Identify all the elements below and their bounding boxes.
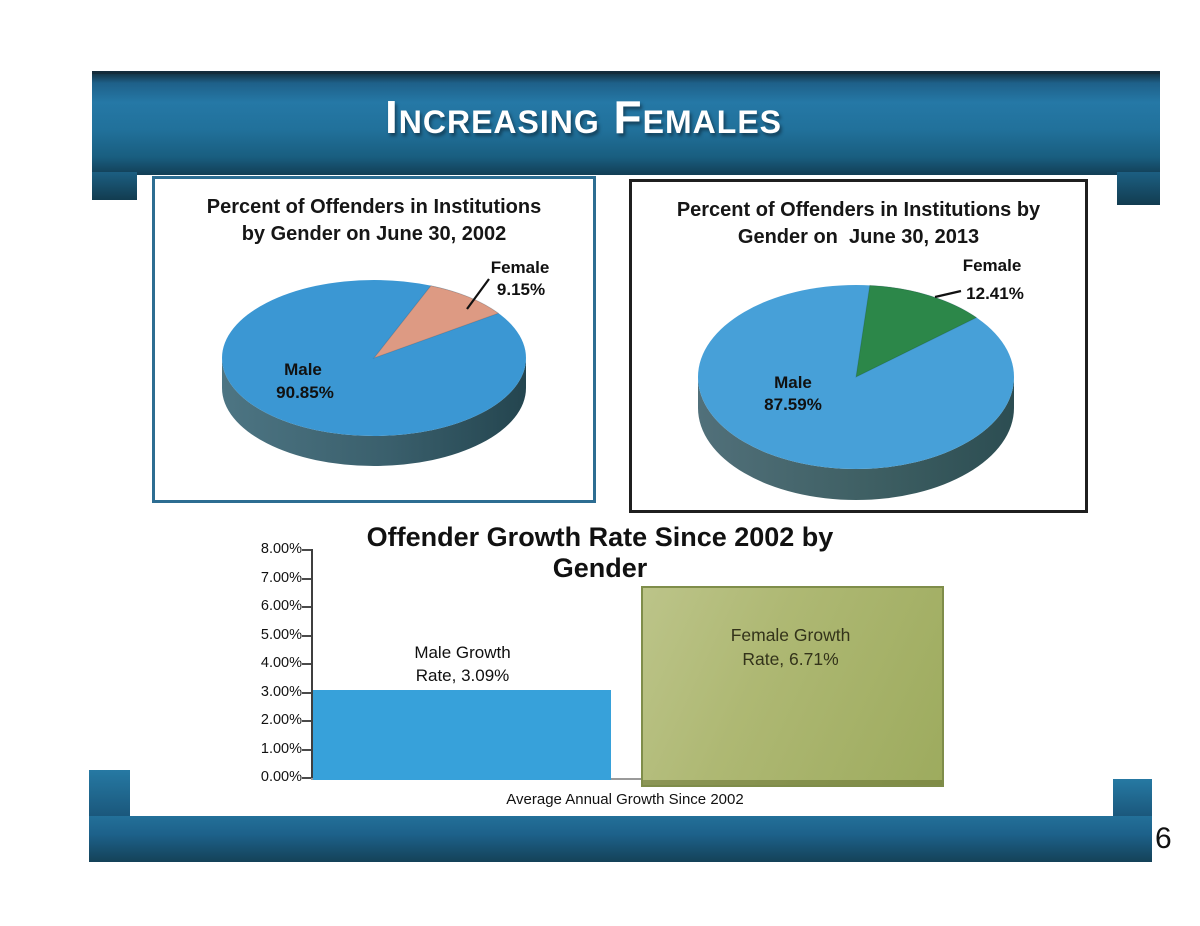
- pie-female-slice: [855, 284, 978, 378]
- y-axis-tick-label: 0.00%: [260, 769, 302, 785]
- pie-panel-2002: Percent of Offenders in Institutions by …: [152, 176, 596, 503]
- bar-label-female: Female Growth Rate, 6.71%: [698, 624, 883, 671]
- y-axis-tick-mark: [302, 606, 311, 608]
- male-slice-label-2013: Male: [774, 373, 812, 392]
- pie-title-2013-line1: Percent of Offenders in Institutions by: [676, 199, 1041, 221]
- title-banner: [92, 71, 1160, 175]
- page-number: 6: [1155, 822, 1172, 855]
- female-leader-line-2002: [466, 278, 490, 310]
- pie-female-slice: [372, 285, 500, 360]
- pie-canvas-2002: [222, 280, 526, 466]
- pie-chart-2013: Male 87.59% Female 12.41%: [698, 256, 1024, 500]
- y-axis-tick-label: 3.00%: [260, 683, 302, 700]
- pie-title-2013-line2: Gender on June 30, 2013: [737, 226, 980, 248]
- y-axis-tick-mark: [302, 663, 311, 665]
- female-slice-value-2013: 12.41%: [966, 284, 1024, 303]
- banner-right-tab: [1117, 172, 1160, 205]
- bar-label-female-line2: Rate, 6.71%: [742, 648, 839, 669]
- male-slice-value-2013: 87.59%: [764, 395, 822, 414]
- y-axis-tick-label: 5.00%: [260, 626, 302, 643]
- female-slice-label-2013: Female: [963, 256, 1022, 275]
- pie-title-2013: Percent of Offenders in Institutions by …: [632, 197, 1085, 251]
- x-axis-label: Average Annual Growth Since 2002: [506, 791, 744, 808]
- pie-title-2002: Percent of Offenders in Institutions by …: [155, 194, 593, 248]
- footer-bar: [89, 816, 1152, 862]
- y-axis-tick-mark: [302, 748, 311, 751]
- male-slice-label-2002: Male: [284, 360, 322, 379]
- pie-title-2002-line1: Percent of Offenders in Institutions: [206, 196, 542, 218]
- y-axis-tick-label: 4.00%: [260, 655, 302, 671]
- bar-male-growth: [313, 690, 611, 780]
- pie-chart-2002: Male 90.85% Female 9.15%: [222, 258, 550, 466]
- pie-canvas-2013: [698, 284, 1014, 500]
- y-axis-tick-label: 8.00%: [260, 541, 302, 557]
- footer-right-tab: [1113, 779, 1152, 818]
- y-axis: [311, 549, 313, 780]
- y-axis-tick-mark: [302, 549, 311, 551]
- y-axis-tick-label: 6.00%: [260, 598, 302, 614]
- bar-label-male-line1: Male Growth: [414, 643, 511, 662]
- slide-title: Increasing Females: [384, 91, 783, 143]
- female-slice-label-2002: Female: [491, 258, 550, 277]
- pie-side-3d: [222, 358, 526, 466]
- bar-label-male: Male Growth Rate, 3.09%: [385, 642, 540, 688]
- banner-left-tab: [92, 172, 137, 200]
- bar-female-growth: [641, 586, 944, 787]
- pie-panel-2013: Percent of Offenders in Institutions by …: [629, 179, 1088, 513]
- footer-left-tab: [89, 770, 130, 818]
- bar-label-female-line1: Female Growth: [730, 625, 851, 645]
- y-axis-tick-label: 1.00%: [260, 740, 302, 757]
- bar-chart-title: Offender Growth Rate Since 2002 by Gende…: [366, 522, 834, 583]
- y-axis-tick-mark: [302, 691, 311, 694]
- y-axis-tick-mark: [302, 577, 311, 580]
- y-axis-tick-mark: [302, 720, 311, 722]
- y-axis-tick-mark: [302, 634, 311, 637]
- y-axis-tick-mark: [302, 777, 311, 779]
- female-slice-value-2002: 9.15%: [497, 280, 545, 299]
- y-axis-tick-label: 2.00%: [260, 712, 302, 728]
- male-slice-value-2002: 90.85%: [276, 383, 334, 402]
- y-axis-tick-label: 7.00%: [260, 569, 302, 586]
- female-leader-line-2013: [934, 289, 962, 299]
- pie-side-3d: [698, 377, 1014, 500]
- bar-label-male-line2: Rate, 3.09%: [415, 665, 510, 685]
- pie-title-2002-line2: by Gender on June 30, 2002: [241, 223, 507, 245]
